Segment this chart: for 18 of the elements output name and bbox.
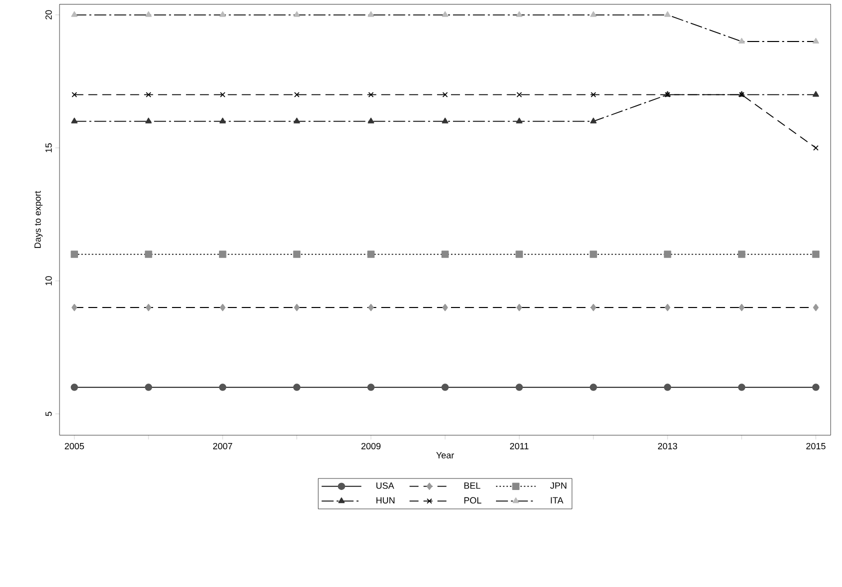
x-tick-label: 2009 [361, 443, 380, 450]
x-tick-label: 2007 [213, 443, 232, 450]
y-tick-label: 15 [46, 143, 52, 152]
x-tick-label: 2011 [510, 443, 528, 450]
legend-label: JPN [550, 482, 566, 489]
legend-label: ITA [550, 497, 564, 504]
x-axis-title: Year [436, 452, 454, 458]
legend-label: POL [464, 497, 482, 504]
y-tick-label: 10 [45, 276, 52, 286]
y-tick-label: 5 [46, 412, 52, 416]
legend-label: BEL [464, 482, 480, 489]
x-tick-label: 2013 [658, 443, 678, 450]
y-axis-title: Days to export [34, 190, 43, 248]
x-tick-label: 2015 [806, 443, 826, 450]
x-tick-label: 2005 [64, 443, 84, 450]
y-tick-label: 20 [45, 10, 52, 20]
legend-label: HUN [376, 497, 394, 504]
legend-label: USA [376, 482, 394, 489]
